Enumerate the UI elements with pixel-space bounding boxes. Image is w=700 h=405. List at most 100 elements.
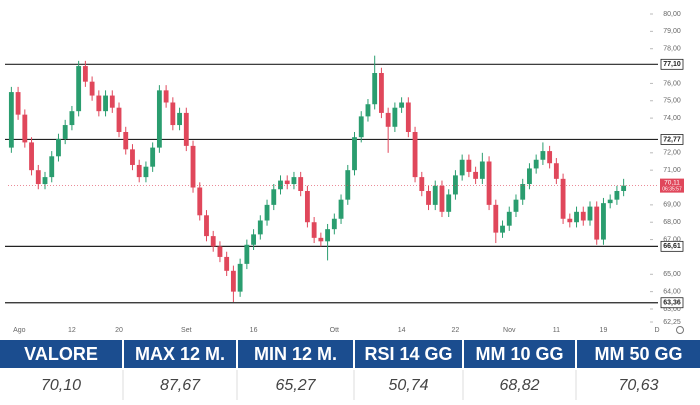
last-price-label: 70,11 [664, 179, 680, 186]
candle-body [76, 66, 82, 112]
candle-body [621, 185, 627, 191]
candle-body [130, 149, 135, 165]
candle-body [520, 184, 526, 200]
candle-body [378, 72, 384, 113]
table-header: MAX 12 M. [135, 344, 225, 364]
candle-body [345, 170, 351, 200]
candle-body [116, 107, 122, 132]
level-label: 72,77 [663, 136, 681, 143]
interval-label: D [654, 327, 659, 334]
x-tick-label: Set [181, 327, 192, 334]
candle-body [8, 92, 14, 148]
table-header: MM 50 GG [594, 344, 682, 364]
y-tick-label: 76,00 [663, 80, 681, 87]
candle-body [278, 180, 283, 190]
y-tick-label: 74,00 [663, 115, 681, 122]
y-tick-label: 71,00 [663, 167, 681, 174]
table-value: 65,27 [275, 377, 316, 394]
level-box [660, 58, 684, 70]
candle-body [49, 156, 55, 178]
candle-body [89, 81, 95, 96]
y-tick-label: 79,00 [663, 28, 681, 35]
table-value: 87,67 [160, 377, 201, 394]
level-label: 63,36 [663, 300, 681, 307]
candle-body [493, 204, 499, 233]
candle-body [264, 204, 270, 221]
candle-body [29, 142, 34, 171]
candle-body [251, 234, 257, 245]
candle-body [338, 199, 344, 219]
candle-body [224, 256, 230, 271]
candle-body [580, 211, 586, 221]
candle-body [601, 203, 606, 240]
candle-body [506, 211, 512, 226]
candle-body [419, 177, 425, 191]
candle-body [257, 220, 263, 235]
candle-body [527, 168, 532, 185]
candle-body [304, 190, 310, 223]
last-price-box [660, 178, 684, 193]
candle-body [540, 151, 546, 160]
candle-body [473, 171, 479, 179]
table-header: RSI 14 GG [364, 344, 452, 364]
y-tick-label: 67,00 [663, 236, 681, 243]
y-tick-label: 69,00 [663, 202, 681, 209]
candle-body [56, 138, 61, 157]
x-tick-label: 12 [68, 327, 76, 334]
candle-body [614, 190, 620, 200]
table-value: 68,82 [499, 377, 539, 394]
candle-body [331, 218, 337, 230]
candle-body [183, 112, 189, 146]
table-header-cell [464, 340, 575, 368]
candle-body [439, 185, 445, 212]
candle-body [486, 161, 492, 205]
candle-body [156, 90, 162, 148]
candle-body [533, 159, 539, 169]
y-tick-label: 64,00 [663, 288, 681, 295]
x-tick-label: 16 [250, 327, 258, 334]
candle-body [446, 194, 452, 212]
candle-body [547, 151, 553, 164]
candle-body [500, 225, 505, 233]
candle-body [358, 116, 364, 138]
table-header-cell [355, 340, 462, 368]
candle-body [607, 199, 613, 204]
candle-body [22, 114, 28, 143]
x-tick-label: 19 [600, 327, 608, 334]
x-tick-label: Ott [330, 327, 339, 334]
table-header-cell [577, 340, 700, 368]
level-box [660, 134, 684, 145]
candle-body [96, 95, 102, 112]
candle-body [35, 170, 41, 185]
y-tick-label: 75,00 [663, 98, 681, 105]
candle-body [230, 270, 236, 292]
y-tick-label: 63,00 [663, 306, 681, 313]
last-price-time: 06:35:57 [662, 186, 682, 192]
candle-body [62, 125, 68, 139]
candle-body [405, 102, 411, 132]
table-header: MIN 12 M. [254, 344, 337, 364]
candle-body [392, 107, 398, 127]
candle-body [150, 147, 156, 167]
table-value: 50,74 [388, 377, 428, 394]
candle-body [574, 211, 579, 223]
level-box [660, 240, 684, 252]
candle-body [365, 104, 371, 117]
table-header-cell [238, 340, 353, 368]
y-tick-label: 78,00 [663, 46, 681, 53]
candle-body [594, 206, 600, 240]
level-label: 77,10 [663, 61, 681, 68]
level-box [660, 297, 684, 309]
candle-body [69, 111, 75, 126]
candle-body [291, 177, 297, 185]
candle-body [311, 222, 317, 238]
candle-body [123, 131, 129, 150]
x-tick-label: 14 [398, 327, 406, 334]
candle-body [284, 180, 290, 185]
candle-body [271, 189, 277, 205]
x-tick-label: Nov [503, 327, 516, 334]
candle-body [399, 102, 405, 108]
table-header: MM 10 GG [475, 344, 563, 364]
